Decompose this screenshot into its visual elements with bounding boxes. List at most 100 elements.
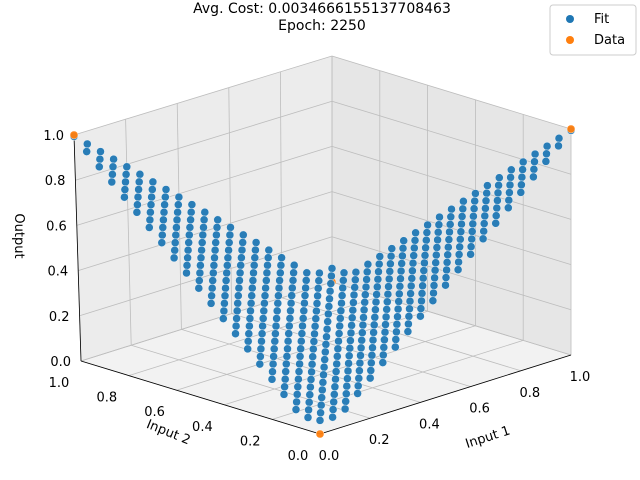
fit-point [454, 257, 463, 267]
fit-point [317, 401, 326, 410]
fit-point [371, 305, 380, 314]
fit-point [395, 282, 405, 291]
fit-point [291, 405, 301, 414]
fit-point [410, 236, 420, 245]
fit-point [471, 189, 480, 198]
fit-point [246, 306, 255, 316]
fit-point [530, 149, 540, 159]
fit-point [284, 329, 293, 338]
fit-point [399, 236, 408, 245]
fit-point [479, 226, 488, 236]
fit-point [444, 242, 453, 252]
fit-point [419, 274, 428, 283]
fit-point [343, 366, 353, 376]
grid-backleft-v-1 [125, 119, 132, 346]
fit-point [285, 321, 294, 331]
fit-point [361, 290, 370, 299]
fit-point [492, 211, 501, 220]
fit-point [272, 314, 281, 323]
axis-lines [73, 134, 572, 435]
fit-point [300, 299, 309, 308]
fit-point [273, 306, 282, 316]
fit-point [455, 242, 464, 252]
fit-point [289, 268, 298, 277]
fit-point [231, 321, 241, 331]
x-tick-label: 0.2 [369, 433, 390, 448]
fit-point [197, 238, 207, 247]
fit-point [223, 253, 233, 262]
fit-point [323, 317, 332, 326]
fit-point [363, 267, 372, 277]
fit-point [442, 258, 452, 267]
grid-floor-x-4 [281, 297, 521, 372]
fit-point [393, 312, 402, 321]
fit-point [293, 390, 302, 399]
fit-point [398, 244, 408, 253]
y-axis-line [80, 360, 321, 435]
fit-point [221, 284, 230, 293]
fit-point [232, 306, 242, 316]
fit-point [351, 268, 361, 277]
fit-point [282, 359, 291, 369]
fit-point [379, 343, 388, 352]
fit-point [403, 327, 413, 336]
fit-point [419, 266, 428, 275]
fit-point [221, 276, 231, 285]
fit-point [299, 306, 308, 315]
x-tick-label: 0.4 [419, 417, 440, 432]
fit-point [294, 375, 303, 384]
fit-point [293, 382, 302, 391]
fit-point [429, 288, 438, 298]
fit-point [257, 329, 267, 338]
fit-point [456, 235, 465, 244]
fit-point [270, 344, 279, 354]
grid-backleft-h-4 [75, 100, 333, 181]
fit-point [82, 147, 91, 156]
fit-point [303, 413, 313, 422]
fit-point [312, 299, 322, 308]
fit-point [359, 305, 369, 315]
fit-point [226, 223, 235, 232]
data-point [315, 429, 325, 439]
fit-point [417, 296, 426, 306]
fit-point [300, 291, 310, 300]
fit-point [418, 281, 427, 290]
fit-point [435, 212, 444, 222]
fit-point [387, 244, 396, 253]
fit-point [318, 378, 328, 387]
fit-point [276, 261, 286, 270]
fit-point [379, 350, 388, 360]
fit-point [224, 245, 233, 255]
fit-point [213, 215, 222, 225]
fit-point [320, 355, 329, 364]
fit-point [280, 382, 289, 391]
fit-point [258, 321, 267, 331]
tick-labels: 0.0 0.2 0.4 0.6 0.8 1.0 0.0 0.2 0.4 0.6 0.8 1.0 0.0 0… [43, 129, 590, 464]
fit-point [342, 382, 351, 391]
fit-point [275, 276, 284, 285]
fit-point [219, 306, 229, 316]
fit-point [359, 313, 368, 322]
fit-point [483, 181, 492, 190]
fit-point [195, 268, 205, 278]
fit-point [96, 147, 105, 156]
fit-point [199, 223, 208, 232]
fit-point [346, 328, 356, 338]
fit-point [174, 200, 183, 209]
fit-point [199, 215, 209, 225]
legend-data-marker [566, 36, 574, 44]
fit-point [224, 238, 234, 247]
fit-point [454, 250, 464, 259]
grid-backright-h-3 [331, 146, 572, 220]
fit-point [268, 367, 277, 376]
fit-point [183, 245, 193, 255]
fit-point [348, 313, 357, 322]
fit-point [132, 208, 142, 217]
fit-point [469, 204, 479, 213]
z-axis-label: Output [11, 213, 26, 258]
fit-point [158, 230, 167, 240]
fit-point [518, 165, 527, 174]
fit-point [354, 381, 363, 391]
fit-point [447, 204, 456, 214]
